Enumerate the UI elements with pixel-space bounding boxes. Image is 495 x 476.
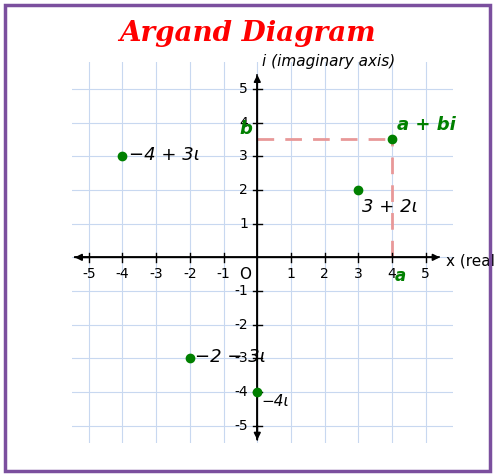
Text: -3: -3 — [234, 351, 248, 366]
Text: -2: -2 — [183, 267, 197, 281]
Text: -1: -1 — [217, 267, 231, 281]
Text: -4: -4 — [116, 267, 129, 281]
Text: −4ι: −4ι — [261, 394, 289, 409]
Text: -3: -3 — [149, 267, 163, 281]
Text: a: a — [395, 267, 406, 285]
Text: -5: -5 — [82, 267, 96, 281]
Text: -2: -2 — [234, 318, 248, 332]
Text: x (real axis): x (real axis) — [446, 253, 495, 268]
Text: 5: 5 — [421, 267, 430, 281]
Text: 3 + 2ι: 3 + 2ι — [362, 198, 417, 217]
Text: 2: 2 — [320, 267, 329, 281]
Text: 3: 3 — [239, 149, 248, 163]
Text: 2: 2 — [239, 183, 248, 197]
Text: b: b — [240, 119, 252, 138]
Text: -1: -1 — [234, 284, 248, 298]
Text: O: O — [239, 267, 251, 282]
Text: -5: -5 — [234, 419, 248, 433]
Text: −2 − 3ι: −2 − 3ι — [195, 348, 266, 366]
Text: 3: 3 — [354, 267, 363, 281]
Text: 1: 1 — [239, 217, 248, 231]
Text: a + bi: a + bi — [397, 116, 456, 134]
Text: −4 + 3ι: −4 + 3ι — [129, 146, 200, 164]
Text: i (imaginary axis): i (imaginary axis) — [262, 54, 396, 69]
Text: 5: 5 — [239, 82, 248, 96]
Text: 4: 4 — [388, 267, 396, 281]
Text: Argand Diagram: Argand Diagram — [119, 20, 376, 47]
Text: 4: 4 — [239, 116, 248, 129]
Text: 1: 1 — [287, 267, 296, 281]
Text: -4: -4 — [234, 385, 248, 399]
